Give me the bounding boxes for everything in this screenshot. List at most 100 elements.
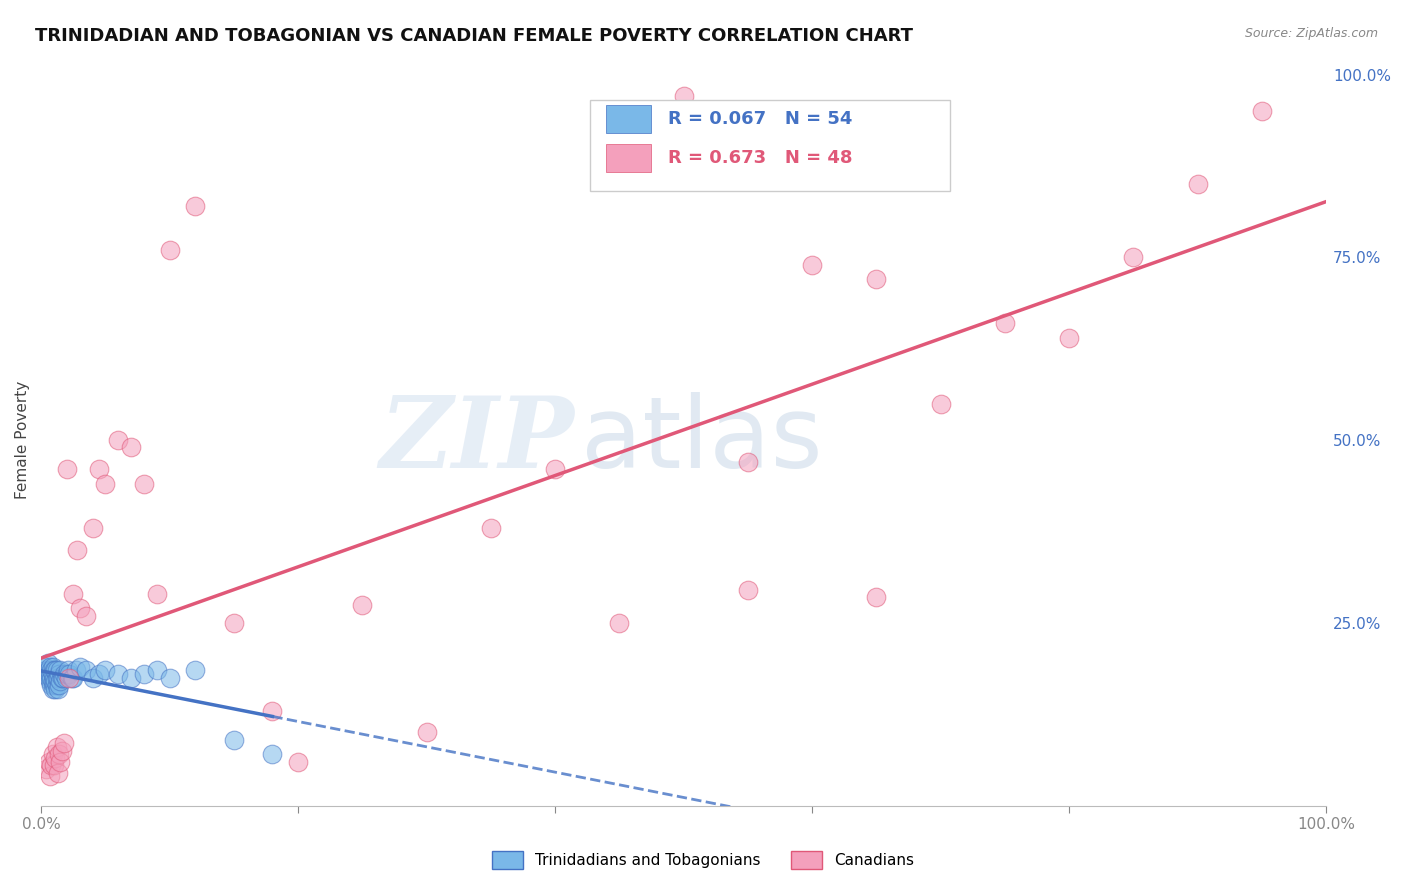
Point (262, 747, 284, 762)
Point (52, 671, 75, 685)
Point (51, 744, 73, 758)
Point (45, 671, 67, 685)
Point (48, 667, 70, 681)
Point (929, 396, 952, 410)
Point (66, 542, 89, 557)
Point (94, 477, 117, 491)
Point (58, 671, 80, 685)
Point (56, 664, 79, 678)
Point (607, 615, 630, 630)
Point (41, 664, 63, 678)
Point (53, 667, 76, 681)
Point (65, 664, 87, 678)
Point (41, 758, 63, 772)
FancyBboxPatch shape (606, 144, 651, 172)
Point (41, 671, 63, 685)
Point (46, 671, 69, 685)
Point (120, 671, 142, 685)
Text: ZIP: ZIP (380, 392, 575, 488)
Text: TRINIDADIAN AND TOBAGONIAN VS CANADIAN FEMALE POVERTY CORRELATION CHART: TRINIDADIAN AND TOBAGONIAN VS CANADIAN F… (35, 27, 912, 45)
Point (56, 462, 79, 476)
Point (672, 89, 695, 103)
Point (62, 671, 84, 685)
Point (37, 656, 59, 670)
Point (69, 601, 91, 615)
Point (41, 747, 63, 762)
Point (41, 674, 63, 689)
Point (69, 659, 91, 673)
Point (38, 664, 60, 678)
Point (39, 674, 62, 689)
Point (62, 586, 84, 600)
Point (865, 591, 887, 605)
Point (44, 664, 66, 678)
Point (107, 433, 129, 447)
Point (801, 258, 824, 272)
Point (479, 521, 502, 535)
Point (55, 671, 77, 685)
Point (38, 755, 60, 769)
Point (184, 199, 207, 213)
Point (37, 667, 59, 681)
Point (58, 667, 80, 681)
Point (87, 462, 110, 476)
Point (38, 671, 60, 685)
Point (75, 608, 97, 623)
Point (41, 659, 63, 673)
Point (1187, 177, 1209, 191)
Point (159, 243, 181, 257)
Point (39, 769, 62, 783)
Point (737, 582, 759, 597)
Point (42, 758, 65, 772)
Point (45, 664, 67, 678)
Point (46, 681, 69, 696)
Point (41, 678, 63, 692)
Text: R = 0.673   N = 48: R = 0.673 N = 48 (668, 149, 852, 167)
FancyBboxPatch shape (606, 105, 651, 133)
Point (41, 681, 63, 696)
Point (45, 678, 67, 692)
Point (132, 477, 155, 491)
Point (48, 678, 70, 692)
Point (42, 678, 65, 692)
Point (39, 667, 62, 681)
Point (82, 671, 104, 685)
Point (87, 667, 110, 681)
Point (1250, 104, 1272, 119)
Point (287, 755, 309, 769)
Point (120, 441, 142, 455)
Point (82, 521, 104, 535)
Point (60, 671, 83, 685)
Point (544, 462, 567, 476)
Point (352, 598, 374, 612)
Point (42, 664, 65, 678)
Point (415, 725, 437, 739)
Point (737, 455, 759, 469)
Point (184, 664, 207, 678)
Text: R = 0.067   N = 54: R = 0.067 N = 54 (668, 110, 852, 128)
Point (132, 667, 155, 681)
Point (44, 751, 66, 765)
Point (222, 732, 245, 747)
Text: atlas: atlas (581, 392, 823, 489)
Point (42, 671, 65, 685)
Point (159, 671, 181, 685)
Point (222, 615, 245, 630)
Point (865, 272, 887, 286)
Point (75, 664, 97, 678)
Point (994, 316, 1017, 330)
Point (46, 765, 69, 780)
Point (48, 747, 70, 762)
Point (49, 674, 72, 689)
Point (35, 664, 58, 678)
Point (1057, 331, 1080, 345)
Point (145, 586, 167, 600)
Y-axis label: Female Poverty: Female Poverty (15, 381, 30, 500)
Legend: Trinidadians and Tobagonians, Canadians: Trinidadians and Tobagonians, Canadians (486, 845, 920, 875)
Point (44, 674, 66, 689)
Point (53, 736, 76, 750)
Point (44, 681, 66, 696)
Point (107, 667, 129, 681)
Text: Source: ZipAtlas.com: Source: ZipAtlas.com (1244, 27, 1378, 40)
FancyBboxPatch shape (589, 100, 949, 192)
